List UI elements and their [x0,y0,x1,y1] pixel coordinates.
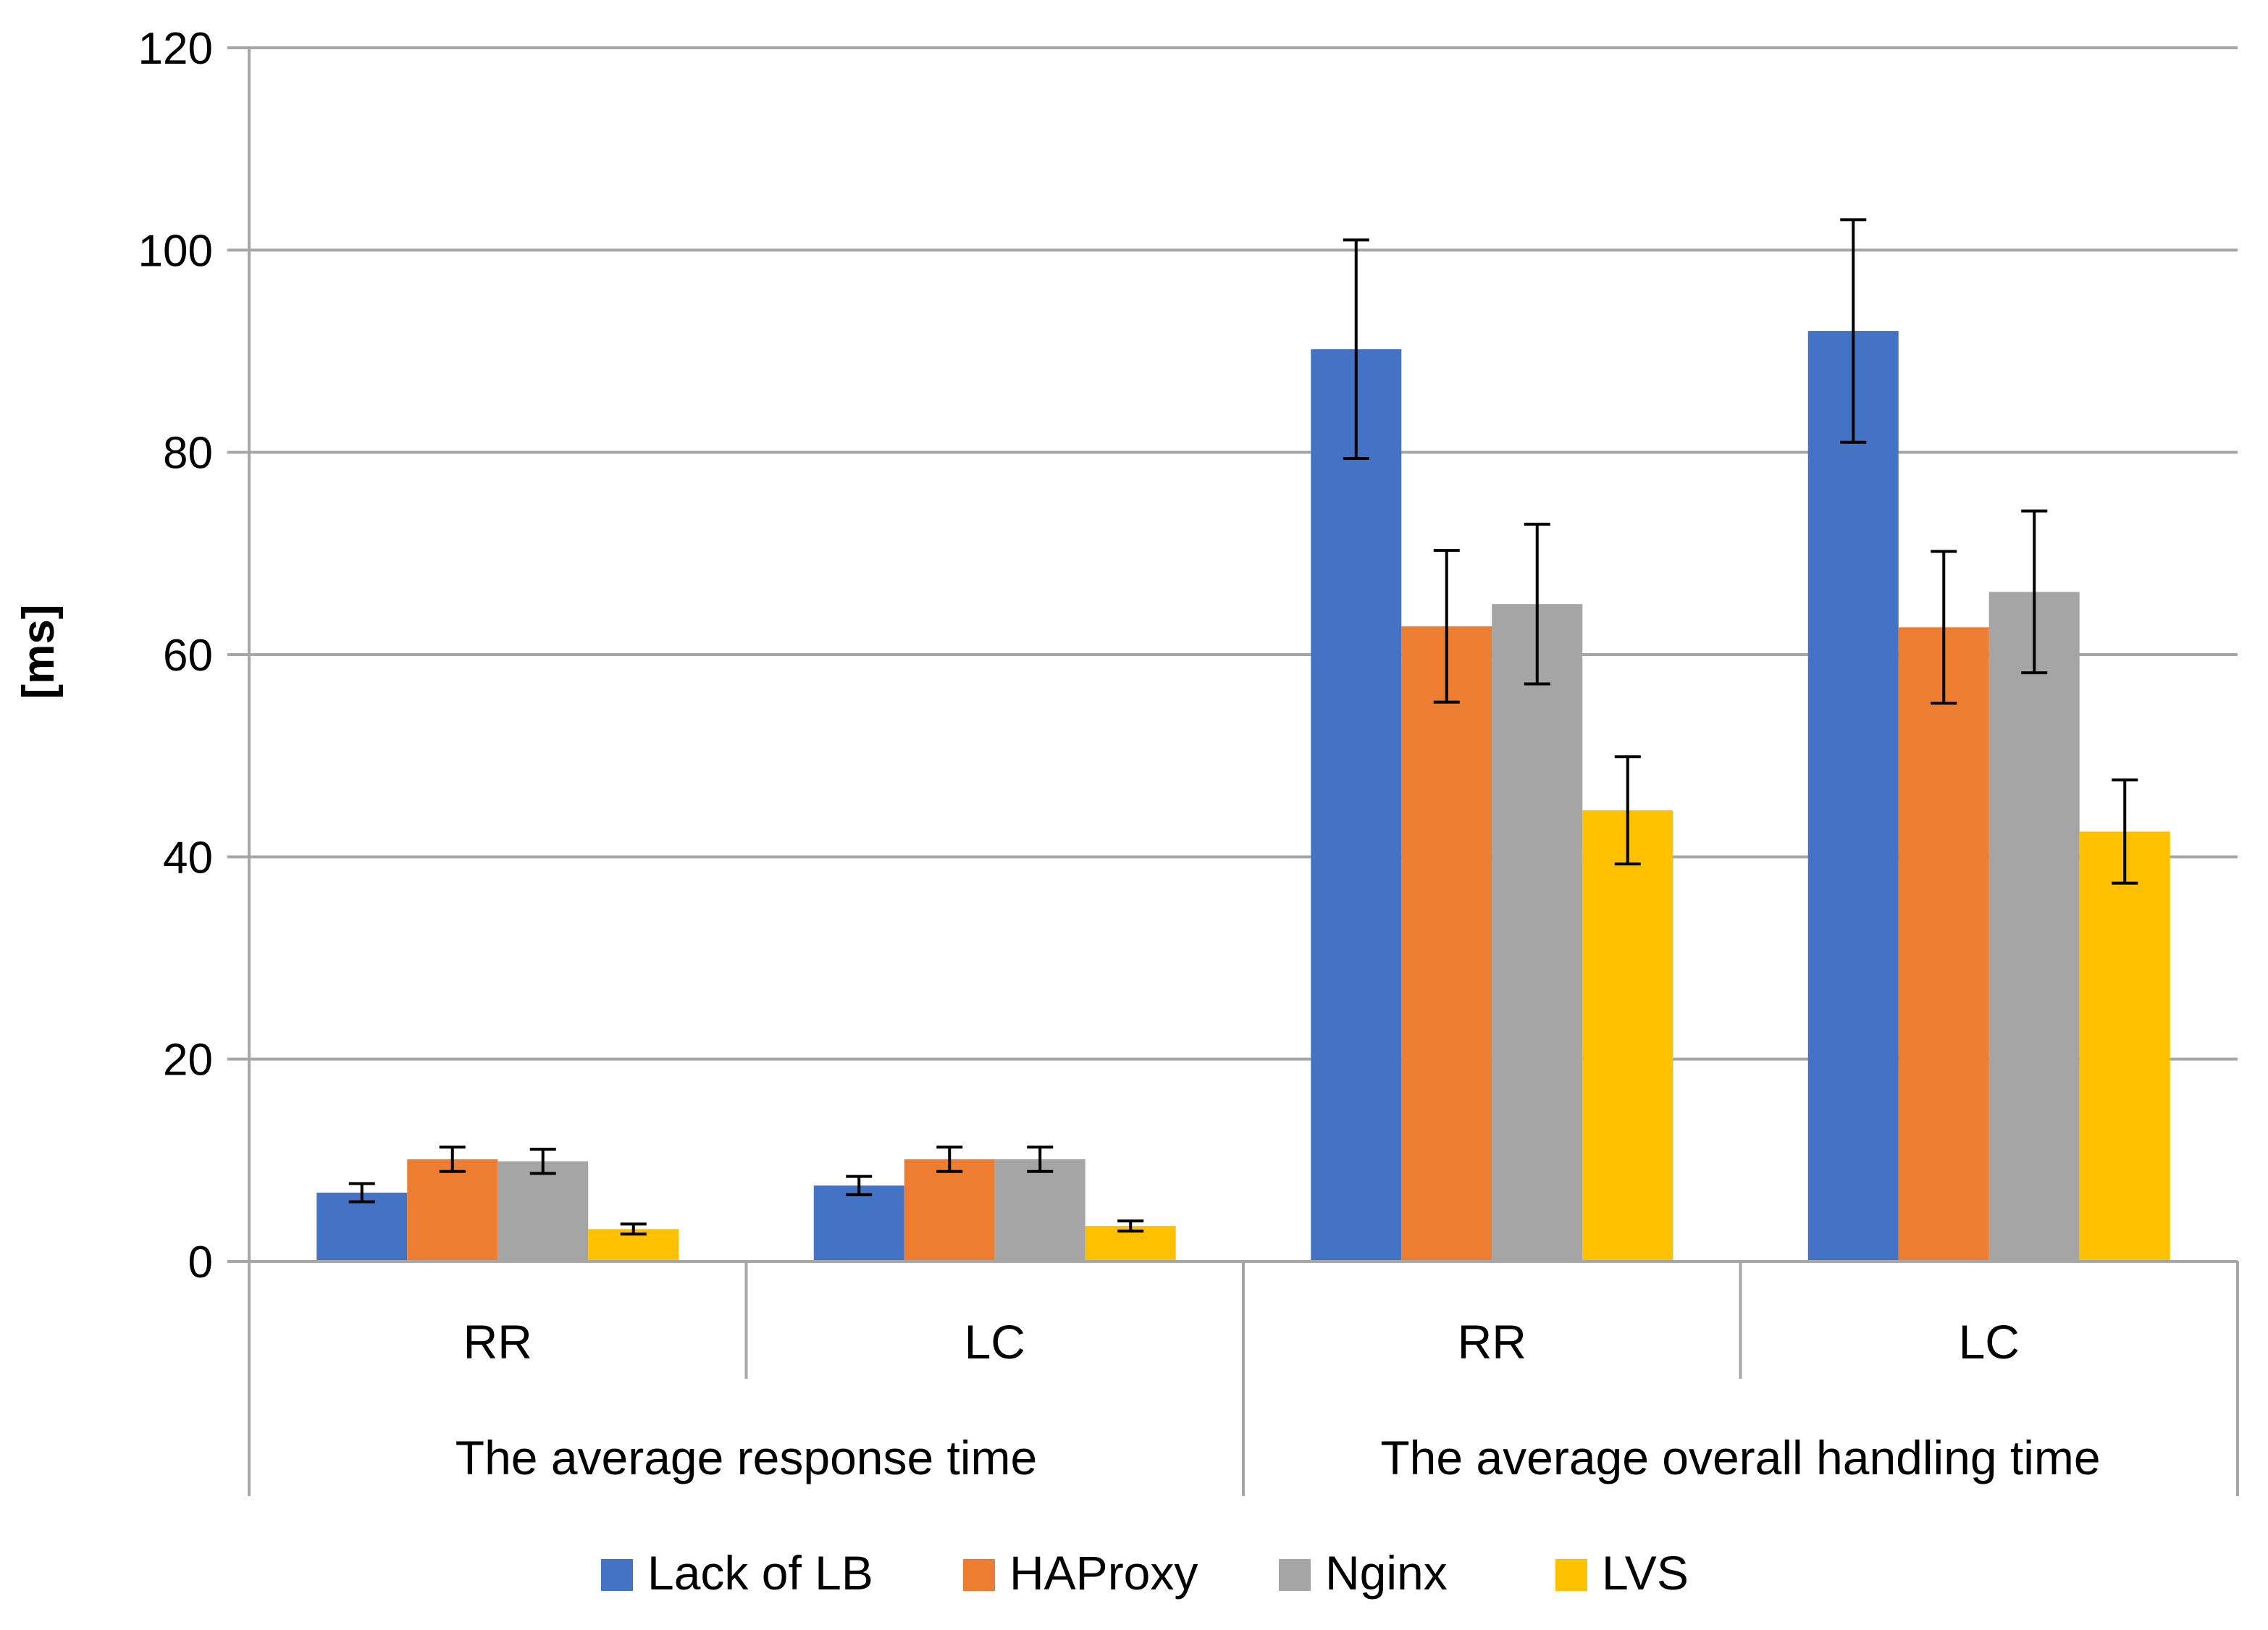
bar [1807,331,1899,1262]
y-axis-title: [ms] [14,605,64,700]
bar [1582,810,1673,1261]
legend-label: Nginx [1325,1546,1448,1600]
group-label: The average overall handling time [1380,1431,2100,1484]
category-label: RR [463,1315,532,1369]
bar [1401,626,1492,1261]
bar [497,1161,589,1261]
axes [227,46,2239,1496]
legend-swatch [963,1559,995,1591]
bar [994,1159,1085,1261]
category-label: LC [965,1315,1025,1369]
bars [316,331,2170,1262]
legend-swatch [1555,1559,1587,1591]
y-tick-label: 60 [163,631,213,681]
axis-labels: 0 20 40 60 80 100 120 RR LC RR LC The average respo… [138,24,2101,1484]
bar [407,1159,498,1261]
bar [1898,627,1989,1261]
y-tick-label: 0 [188,1238,213,1287]
bar [1492,604,1583,1261]
group-label: The average response time [455,1431,1037,1484]
category-label: RR [1458,1315,1526,1369]
bar [316,1193,408,1261]
y-tick-label: 20 [163,1035,213,1085]
legend-swatch [601,1559,633,1591]
legend-label: LVS [1602,1546,1689,1600]
legend-label: HAProxy [1009,1546,1198,1600]
error-bars [348,218,2138,1236]
legend-swatch [1279,1559,1311,1591]
y-tick-label: 40 [163,833,213,883]
y-tick-label: 100 [138,226,213,276]
bar [904,1159,995,1261]
y-tick-label: 120 [138,24,213,74]
legend-label: Lack of LB [647,1546,873,1600]
bar [813,1185,904,1261]
bar [1311,349,1402,1261]
category-label: LC [1959,1315,2020,1369]
legend: Lack of LB HAProxy Nginx LVS [601,1546,1689,1600]
bar [1988,592,2080,1261]
y-tick-label: 80 [163,429,213,479]
bar [2079,831,2170,1261]
